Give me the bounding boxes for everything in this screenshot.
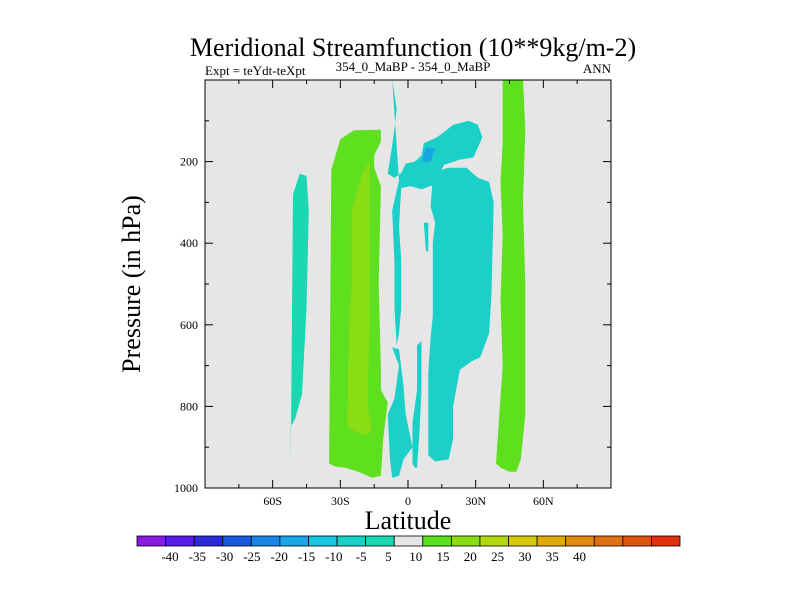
x-tick-label: 30N — [465, 494, 486, 508]
chart-subtitle-left: Expt = teYdt-teXpt — [205, 63, 306, 78]
colorbar-swatch — [336, 535, 367, 547]
contour-regions — [290, 80, 526, 478]
axis-ticks: 60S 30S 0 30N 60N 200 400 600 800 1000 — [174, 80, 612, 508]
colorbar-swatch — [651, 535, 681, 547]
colorbar-swatch — [250, 535, 281, 547]
x-tick-label: 30S — [331, 494, 350, 508]
x-tick-label: 0 — [405, 494, 411, 508]
colorbar-label: -30 — [216, 549, 233, 564]
colorbar-swatch — [422, 535, 452, 547]
colorbar-label: -10 — [325, 549, 342, 564]
colorbar-label: 35 — [546, 549, 559, 564]
x-tick-label: 60S — [263, 494, 282, 508]
x-tick-label: 60N — [533, 494, 554, 508]
colorbar-swatch — [308, 535, 338, 547]
colorbar-swatch — [393, 535, 424, 547]
y-tick-label: 600 — [180, 318, 198, 332]
colorbar-label: -40 — [161, 549, 178, 564]
region-south-ferrel-core — [347, 161, 372, 435]
y-tick-label: 400 — [180, 236, 198, 250]
region-north-ferrel-positive — [496, 80, 526, 472]
colorbar-label: -35 — [189, 549, 206, 564]
colorbar-label: -5 — [356, 549, 367, 564]
y-tick-label: 1000 — [174, 481, 198, 495]
region-equatorial-negative-upper — [387, 80, 483, 346]
plot-area — [205, 80, 611, 488]
colorbar-label: -20 — [271, 549, 288, 564]
colorbar-swatch — [593, 535, 624, 547]
colorbar: -40 -35 -30 -25 -20 -15 -10 -5 5 10 15 20 25 30 35 40 — [136, 535, 681, 564]
y-tick-label: 200 — [180, 155, 198, 169]
colorbar-swatch — [450, 535, 481, 547]
x-axis-label: Latitude — [365, 506, 452, 535]
colorbar-label: -15 — [298, 549, 315, 564]
colorbar-label: 25 — [491, 549, 504, 564]
colorbar-swatch — [193, 535, 224, 547]
region-small-cell — [423, 222, 429, 252]
region-north-hadley-negative — [428, 167, 494, 462]
chart-title: Meridional Streamfunction (10**9kg/m-2) — [190, 33, 636, 62]
colorbar-label: 30 — [518, 549, 531, 564]
region-south-cell-negative — [290, 173, 309, 468]
colorbar-swatch — [136, 535, 166, 547]
y-tick-label: 800 — [180, 399, 198, 413]
colorbar-label: -25 — [243, 549, 260, 564]
colorbar-label: 10 — [409, 549, 422, 564]
colorbar-swatch — [565, 535, 595, 547]
region-equatorial-negative-core — [421, 147, 436, 162]
y-axis-label: Pressure (in hPa) — [117, 195, 146, 373]
colorbar-swatch — [508, 535, 538, 547]
colorbar-swatch — [479, 535, 509, 547]
region-equatorial-negative-lower — [387, 347, 413, 478]
colorbar-swatch — [165, 535, 195, 547]
colorbar-swatch — [279, 535, 309, 547]
colorbar-label: 40 — [573, 549, 586, 564]
colorbar-swatch — [222, 535, 252, 547]
colorbar-label: 5 — [385, 549, 392, 564]
region-north-thin-negative — [412, 341, 422, 468]
colorbar-swatch — [622, 535, 652, 547]
colorbar-label: 20 — [464, 549, 477, 564]
chart-subtitle-right: ANN — [583, 61, 612, 76]
colorbar-label: 15 — [437, 549, 450, 564]
chart-subtitle-center: 354_0_MaBP - 354_0_MaBP — [336, 59, 491, 74]
colorbar-swatch — [365, 535, 395, 547]
colorbar-swatch — [536, 535, 567, 547]
